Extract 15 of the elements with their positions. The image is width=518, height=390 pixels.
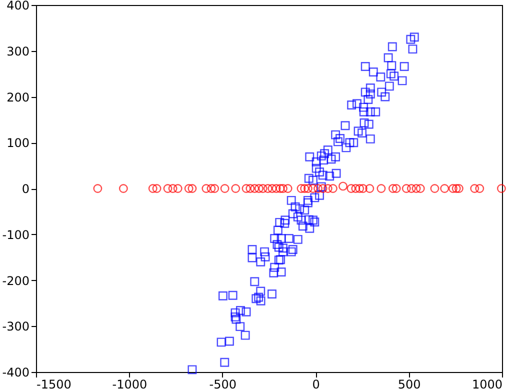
x-tick-label: 1000 [472,378,502,390]
x-tick-label: 500 [398,378,421,390]
y-tick-label: 400 [6,0,30,12]
y-tick-label: 100 [6,136,30,150]
y-tick-label: -400 [2,366,30,380]
y-tick-label: 0 [22,182,30,196]
y-tick-label: -300 [2,320,30,334]
y-tick-label: -100 [2,228,30,242]
x-tick-label: -1500 [36,378,72,390]
y-tick-label: -200 [2,274,30,288]
y-tick-label: 300 [6,44,30,58]
x-tick-label: -500 [209,378,237,390]
y-tick-label: 200 [6,90,30,104]
x-tick-label: 0 [312,378,320,390]
x-tick-label: -1000 [112,378,148,390]
